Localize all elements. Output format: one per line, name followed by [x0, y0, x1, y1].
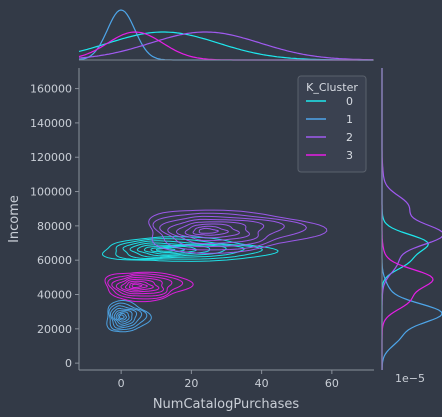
- marginal-scale-label: 1e−5: [395, 372, 425, 385]
- contour-line-1: [113, 310, 133, 325]
- contour-line-3: [131, 283, 143, 288]
- y-axis-label: Income: [7, 195, 22, 243]
- contour-line-1: [119, 314, 125, 319]
- contour-line-1: [111, 307, 138, 327]
- top-density-2: [78, 31, 373, 61]
- legend-frame: [297, 75, 367, 173]
- contour-line-0: [155, 248, 176, 252]
- contour-line-2: [184, 223, 240, 239]
- x-tick-label: 40: [255, 377, 269, 390]
- y-tick-label: 140000: [30, 117, 72, 130]
- contour-line-2: [159, 215, 285, 248]
- contour-line-3: [104, 271, 194, 303]
- x-axis-ticks: 0 20 40 60: [118, 370, 339, 390]
- y-tick-label: 160000: [30, 83, 72, 96]
- contour-line-3: [107, 273, 184, 300]
- contour-line-0: [150, 246, 185, 253]
- contour-line-0: [129, 242, 227, 258]
- kde-contours: [101, 209, 328, 333]
- legend-label-3: 3: [346, 149, 353, 162]
- contour-line-1: [117, 312, 127, 321]
- contour-line-2: [152, 212, 307, 251]
- contour-line-0: [115, 238, 264, 261]
- contour-line-2: [175, 221, 251, 242]
- contour-line-3: [128, 282, 148, 290]
- contour-line-0: [143, 245, 197, 255]
- contour-line-3: [124, 280, 154, 291]
- contour-line-0: [101, 236, 279, 262]
- y-tick-label: 60000: [37, 254, 72, 267]
- y-tick-label: 40000: [37, 289, 72, 302]
- contour-line-2: [198, 227, 219, 234]
- legend: K_Cluster 0 1 2 3: [297, 75, 367, 173]
- x-tick-label: 60: [325, 377, 339, 390]
- legend-label-1: 1: [346, 113, 353, 126]
- y-tick-label: 20000: [37, 323, 72, 336]
- contour-line-1: [108, 302, 148, 331]
- y-tick-label: 0: [65, 357, 72, 370]
- y-axis-ticks: 0 20000 40000 60000 80000 100000 120000 140000 1…: [30, 83, 79, 370]
- legend-title: K_Cluster: [306, 81, 358, 94]
- contour-line-1: [115, 311, 130, 323]
- y-tick-label: 120000: [30, 151, 72, 164]
- contour-line-2: [167, 218, 265, 245]
- legend-label-2: 2: [346, 131, 353, 144]
- x-tick-label: 0: [118, 377, 125, 390]
- contour-line-2: [192, 225, 229, 236]
- contour-line-3: [111, 275, 173, 297]
- y-tick-label: 80000: [37, 220, 72, 233]
- contour-line-1: [106, 300, 152, 333]
- contour-line-2: [148, 209, 328, 254]
- contour-line-1: [110, 305, 143, 329]
- x-axis-label: NumCatalogPurchases: [153, 397, 300, 412]
- legend-label-0: 0: [346, 95, 353, 108]
- contour-line-3: [120, 279, 160, 293]
- contour-line-3: [115, 276, 165, 295]
- y-tick-label: 100000: [30, 186, 72, 199]
- x-tick-label: 20: [184, 377, 198, 390]
